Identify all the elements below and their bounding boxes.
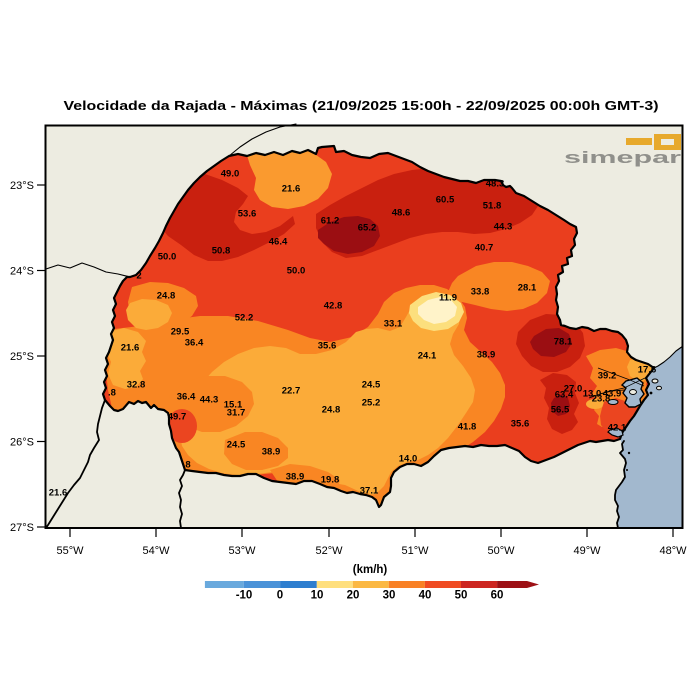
svg-text:49.0: 49.0 [221, 169, 240, 180]
svg-text:55°W: 55°W [56, 545, 84, 557]
svg-text:24.8: 24.8 [157, 291, 176, 302]
svg-text:21.6: 21.6 [121, 343, 140, 354]
svg-text:40: 40 [419, 590, 432, 602]
svg-text:11.9: 11.9 [439, 293, 457, 304]
svg-text:Velocidade da Rajada - Máximas: Velocidade da Rajada - Máximas (21/09/20… [64, 98, 659, 113]
svg-text:17.6: 17.6 [638, 365, 657, 376]
svg-text:8: 8 [185, 460, 190, 471]
svg-text:25°S: 25°S [10, 351, 34, 363]
svg-text:39.2: 39.2 [598, 371, 617, 382]
svg-text:41.8: 41.8 [458, 422, 477, 433]
svg-text:51.8: 51.8 [483, 201, 502, 212]
svg-text:36.4: 36.4 [177, 392, 196, 403]
svg-text:50.0: 50.0 [287, 266, 306, 277]
svg-text:63.4: 63.4 [555, 390, 574, 401]
svg-text:53.6: 53.6 [238, 209, 257, 220]
svg-text:65.2: 65.2 [358, 223, 377, 234]
svg-text:(km/h): (km/h) [353, 564, 388, 576]
svg-text:43.9: 43.9 [603, 389, 622, 400]
svg-text:60: 60 [491, 590, 504, 602]
svg-text:25.2: 25.2 [362, 398, 381, 409]
svg-text:24.8: 24.8 [322, 405, 341, 416]
svg-text:27.0: 27.0 [564, 384, 583, 395]
svg-text:24.1: 24.1 [418, 351, 437, 362]
svg-text:50°W: 50°W [487, 545, 515, 557]
svg-text:27°S: 27°S [10, 522, 34, 534]
svg-text:60.5: 60.5 [436, 195, 455, 206]
svg-text:.8: .8 [108, 388, 116, 399]
svg-text:29.5: 29.5 [171, 327, 190, 338]
svg-text:40.7: 40.7 [475, 243, 494, 254]
svg-text:33.8: 33.8 [471, 287, 490, 298]
svg-text:23.8: 23.8 [592, 394, 611, 405]
svg-text:22.7: 22.7 [282, 386, 301, 397]
svg-text:37.1: 37.1 [360, 486, 379, 497]
svg-text:50.0: 50.0 [158, 252, 177, 263]
svg-text:42.1: 42.1 [608, 423, 627, 434]
svg-text:48.3: 48.3 [486, 179, 505, 190]
svg-text:15.1: 15.1 [224, 400, 243, 411]
svg-text:38.9: 38.9 [262, 447, 281, 458]
svg-text:28.1: 28.1 [518, 283, 537, 294]
svg-text:78.1: 78.1 [554, 337, 573, 348]
svg-text:13.0: 13.0 [583, 389, 602, 400]
svg-text:36.4: 36.4 [185, 338, 204, 349]
svg-text:14.0: 14.0 [399, 454, 418, 465]
svg-text:56.5: 56.5 [551, 405, 570, 416]
svg-text:38.9: 38.9 [286, 472, 305, 483]
svg-text:49.7: 49.7 [168, 412, 187, 423]
svg-text:42.8: 42.8 [324, 301, 343, 312]
svg-text:49°W: 49°W [573, 545, 601, 557]
svg-text:24.5: 24.5 [362, 380, 381, 391]
svg-text:simepar: simepar [564, 149, 682, 167]
svg-text:19.8: 19.8 [321, 475, 340, 486]
svg-text:50: 50 [455, 590, 468, 602]
svg-text:48.6: 48.6 [392, 208, 411, 219]
svg-text:52°W: 52°W [315, 545, 343, 557]
svg-text:33.1: 33.1 [384, 319, 403, 330]
svg-text:21.6: 21.6 [49, 488, 68, 499]
svg-text:44.3: 44.3 [494, 222, 513, 233]
svg-text:24°S: 24°S [10, 266, 34, 278]
svg-text:26°S: 26°S [10, 437, 34, 449]
svg-text:52.2: 52.2 [235, 313, 254, 324]
svg-text:38.9: 38.9 [477, 350, 496, 361]
svg-text:35.6: 35.6 [511, 419, 530, 430]
svg-text:61.2: 61.2 [321, 216, 340, 227]
svg-text:20: 20 [347, 590, 360, 602]
svg-text:30: 30 [383, 590, 396, 602]
svg-text:54°W: 54°W [142, 545, 170, 557]
svg-text:24.5: 24.5 [227, 440, 246, 451]
svg-text:-10: -10 [236, 590, 253, 602]
svg-text:31.7: 31.7 [227, 408, 246, 419]
svg-text:32.8: 32.8 [127, 380, 146, 391]
svg-text:0: 0 [277, 590, 283, 602]
svg-text:10: 10 [311, 590, 324, 602]
svg-text:53°W: 53°W [228, 545, 256, 557]
svg-text:48°W: 48°W [659, 545, 687, 557]
svg-text:46.4: 46.4 [269, 237, 288, 248]
svg-text:51°W: 51°W [401, 545, 429, 557]
svg-text:21.6: 21.6 [282, 184, 301, 195]
svg-text:23°S: 23°S [10, 180, 34, 192]
svg-text:50.8: 50.8 [212, 246, 231, 257]
svg-text:44.3: 44.3 [200, 395, 219, 406]
svg-text:35.6: 35.6 [318, 341, 337, 352]
svg-text:2: 2 [136, 271, 141, 282]
